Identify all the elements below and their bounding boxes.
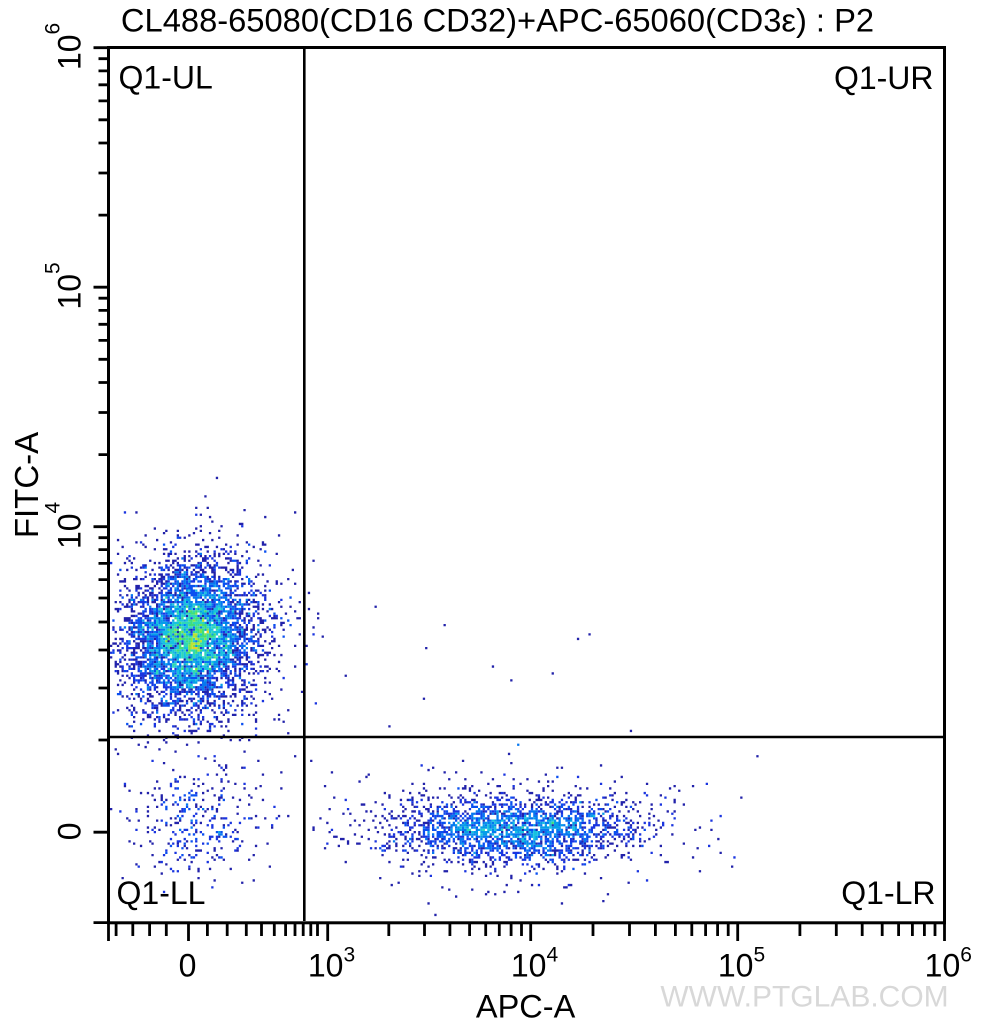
- svg-text:0: 0: [52, 822, 88, 840]
- svg-text:Q1-UR: Q1-UR: [834, 60, 934, 96]
- svg-text:Q1-LR: Q1-LR: [841, 875, 935, 911]
- svg-text:APC-A: APC-A: [476, 989, 576, 1024]
- svg-text:0: 0: [179, 948, 197, 984]
- svg-text:WWW.PTGLAB.COM: WWW.PTGLAB.COM: [660, 981, 948, 1014]
- svg-text:Q1-LL: Q1-LL: [117, 875, 206, 911]
- svg-text:FITC-A: FITC-A: [8, 432, 45, 538]
- svg-text:CL488-65080(CD16 CD32)+APC-650: CL488-65080(CD16 CD32)+APC-65060(CD3ε) :…: [121, 1, 874, 38]
- svg-text:105: 105: [718, 944, 765, 984]
- svg-text:Q1-UL: Q1-UL: [119, 60, 213, 96]
